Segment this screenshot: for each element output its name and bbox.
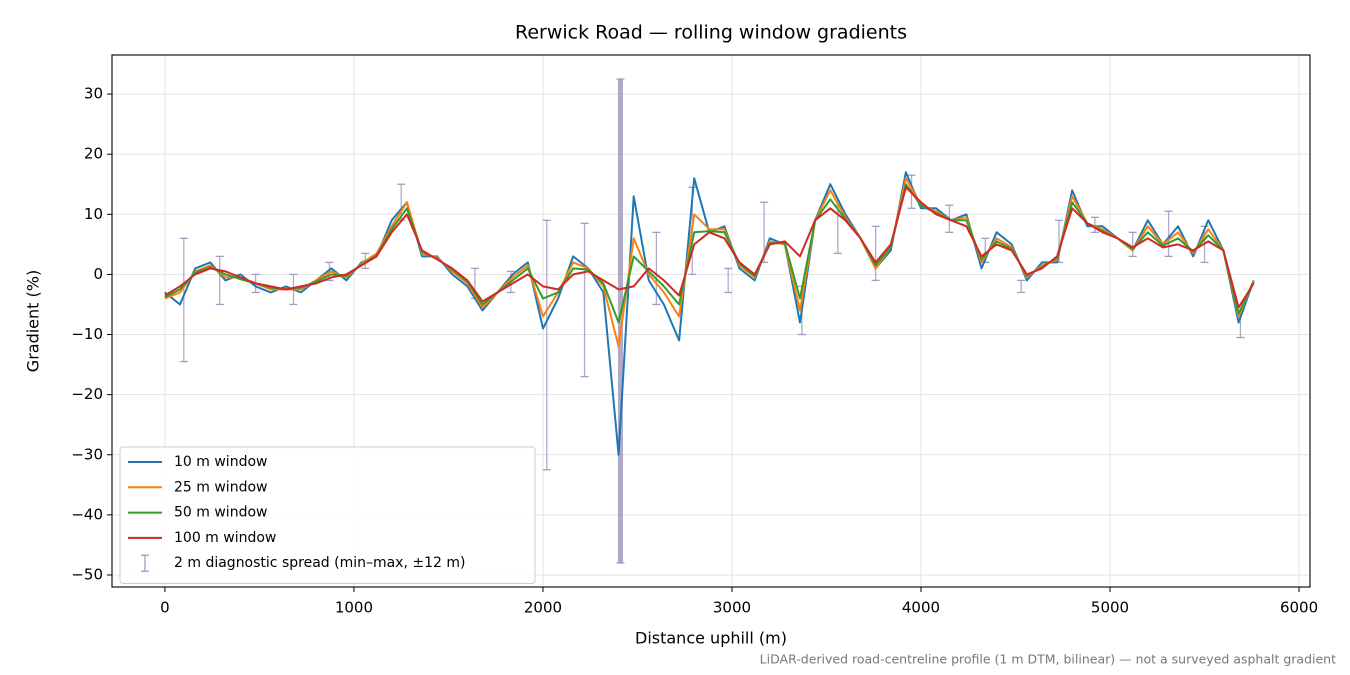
x-axis-label: Distance uphill (m) [635, 629, 787, 648]
x-tick-label: 2000 [524, 599, 562, 617]
y-tick-label: −50 [71, 565, 103, 583]
error-bar [215, 255, 224, 306]
error-bar [871, 225, 880, 282]
data-line [164, 177, 1255, 348]
error-bar [1164, 210, 1173, 258]
data-line [164, 183, 1255, 324]
y-tick-label: −30 [71, 445, 103, 463]
error-bar [542, 219, 551, 471]
error-bar [616, 78, 625, 564]
legend-box [119, 446, 536, 584]
data-line [164, 186, 1255, 309]
y-tick-label: 10 [84, 205, 103, 223]
legend-label: 25 m window [174, 479, 267, 495]
x-tick-label: 5000 [1091, 599, 1129, 617]
plot-frame [111, 54, 1311, 588]
y-tick-label: −10 [71, 325, 103, 343]
error-bar [179, 237, 188, 363]
error-bar [1017, 279, 1026, 294]
error-bar [1090, 216, 1099, 233]
y-tick-label: 0 [93, 265, 103, 283]
y-tick-label: 30 [84, 85, 103, 103]
x-tick-label: 4000 [902, 599, 940, 617]
x-tick-label: 0 [160, 599, 170, 617]
error-bar [1128, 231, 1137, 258]
error-bar [724, 267, 733, 294]
footnote: LiDAR-derived road-centreline profile (1… [760, 652, 1336, 667]
legend-label: 50 m window [174, 505, 267, 521]
x-tick-label: 6000 [1280, 599, 1318, 617]
legend-label: 100 m window [174, 530, 276, 546]
y-axis-label: Gradient (%) [24, 270, 43, 372]
error-bar [580, 222, 589, 378]
y-tick-label: −20 [71, 385, 103, 403]
legend-label: 2 m diagnostic spread (min–max, ±12 m) [174, 555, 465, 571]
chart-title: Rerwick Road — rolling window gradients [515, 22, 907, 44]
x-tick-label: 1000 [335, 599, 373, 617]
x-tick-label: 3000 [713, 599, 751, 617]
y-tick-label: −40 [71, 505, 103, 523]
y-tick-label: 20 [84, 145, 103, 163]
legend-label: 10 m window [174, 454, 267, 470]
